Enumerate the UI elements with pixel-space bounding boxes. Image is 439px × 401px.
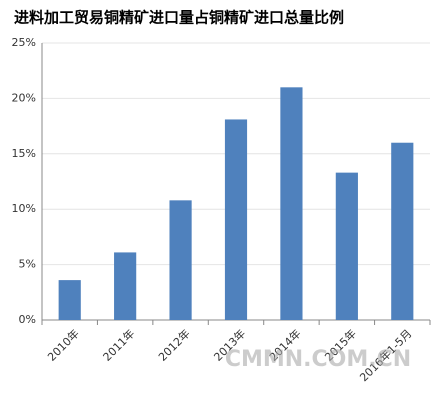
- bar: [224, 119, 248, 321]
- y-tick-label: 20%: [12, 91, 36, 104]
- x-tick-label: 2012年: [155, 326, 192, 363]
- y-tick-label: 5%: [19, 258, 36, 271]
- x-tick-label: 2010年: [44, 326, 81, 363]
- bar: [114, 252, 137, 320]
- chart-title: 进料加工贸易铜精矿进口量占铜精矿进口总量比例: [14, 9, 344, 27]
- watermark: CMMN.COM.CN: [225, 347, 411, 372]
- y-tick-label: 25%: [12, 36, 36, 49]
- bar: [335, 172, 358, 320]
- bar: [169, 200, 192, 320]
- bar: [58, 280, 81, 320]
- x-tick-label: 2011年: [100, 326, 137, 363]
- y-tick-label: 0%: [19, 313, 36, 326]
- bar: [391, 142, 414, 320]
- y-tick-label: 10%: [12, 202, 36, 215]
- y-tick-label: 15%: [12, 147, 36, 160]
- bar: [280, 87, 303, 320]
